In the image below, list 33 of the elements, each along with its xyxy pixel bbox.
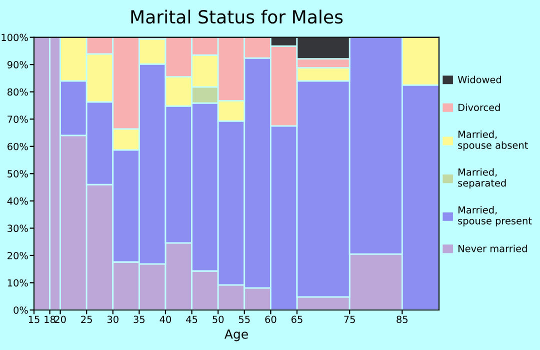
y-tick-label: 100% [2,34,28,42]
x-tick-label: 50 [212,316,224,324]
legend-label: Never married [458,244,527,252]
x-tick-label: 35 [134,316,145,324]
x-tick-label: 25 [81,316,92,324]
x-tick-label: 20 [54,316,66,324]
y-tick-label: 60% [8,142,28,150]
x-tick-label: 55 [238,316,250,324]
y-tick-label: 10% [8,279,28,287]
legend-label: Married, spouse present [458,206,532,226]
legend-label: Married, separated [458,168,506,189]
x-tick-label: 65 [291,316,302,324]
y-tick-label: 70% [8,116,28,123]
y-tick-label: 90% [7,61,28,68]
x-tick-label: 30 [107,316,118,324]
y-tick-label: 0% [14,306,28,314]
x-tick-label: 15 [28,316,40,324]
x-tick-label: 85 [396,316,408,324]
x-tick-label: 18 [44,316,56,324]
y-tick-label: 30% [8,224,28,232]
y-tick-label: 40% [7,197,28,205]
x-axis-title: Age [224,330,248,342]
x-tick-label: 40 [160,316,172,324]
y-tick-label: 80% [7,88,28,96]
chart-title: Marital Status for Males [131,10,343,24]
legend-label: Widowed [458,76,501,84]
legend-label: Married, spouse absent [458,130,528,151]
x-tick-label: 45 [186,316,198,324]
x-tick-label: 60 [265,316,276,324]
x-tick-label: 75 [344,316,355,324]
legend-label: Divorced [458,104,500,112]
y-tick-label: 20% [8,252,28,260]
y-tick-label: 50% [8,170,28,178]
